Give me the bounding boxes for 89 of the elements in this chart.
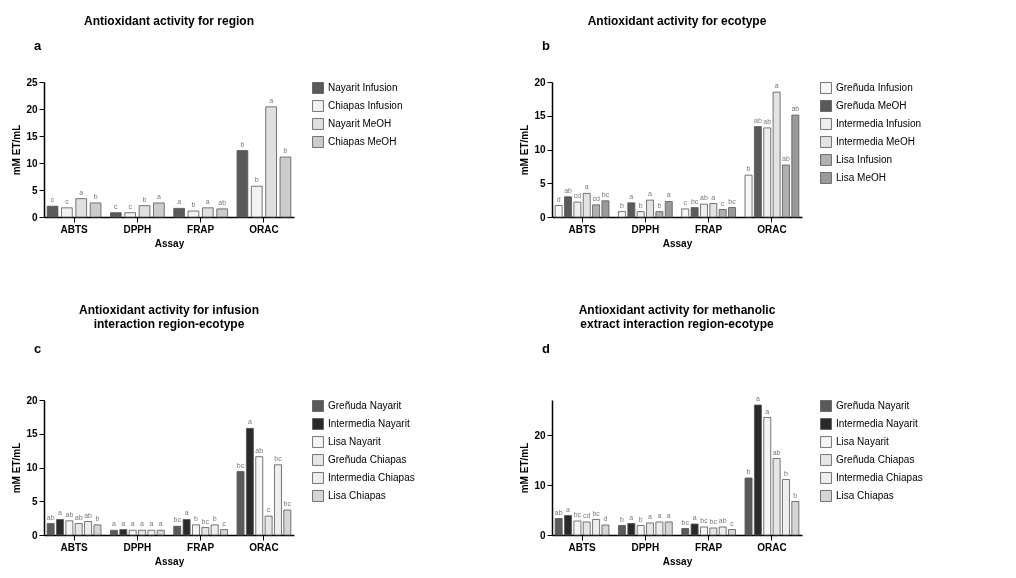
bar [202, 207, 214, 218]
x-tick-label: ABTS [60, 223, 88, 235]
legend-label: Lisa Chiapas [328, 490, 386, 501]
x-tick-label: ABTS [60, 541, 88, 553]
legend-label: Greñuda Chiapas [836, 454, 915, 465]
x-tick-label: ABTS [568, 541, 596, 553]
legend-label: Intermedia Nayarit [328, 418, 410, 429]
y-tick-label: 0 [31, 529, 38, 541]
bar [138, 205, 151, 218]
bar [236, 150, 249, 218]
y-tick-label: 0 [31, 211, 38, 223]
text: d [542, 341, 550, 356]
y-tick-label: 10 [26, 462, 38, 473]
legend-label: Greñuda MeOH [836, 100, 907, 111]
x-tick-label: DPPH [631, 541, 660, 553]
y-tick-label: 20 [26, 103, 38, 115]
legend-label: Intermedia Chiapas [836, 472, 923, 483]
bar [124, 212, 136, 218]
x-tick-label: ORAC [757, 223, 787, 235]
bar [173, 207, 185, 218]
legend-label: Greñuda Infusion [836, 82, 913, 93]
y-tick-label: 15 [534, 110, 546, 122]
y-tick-label: 10 [534, 479, 546, 491]
legend-label: Nayarit Infusion [328, 82, 398, 93]
y-tick-label: 0 [539, 211, 546, 223]
x-tick-label: ORAC [249, 541, 279, 553]
y-axis-title: mM ET/mL [11, 124, 23, 176]
legend-label: Lisa Nayarit [328, 436, 382, 447]
x-tick-label: DPPH [123, 223, 152, 235]
text: c [34, 341, 42, 356]
legend-label: Lisa Chiapas [836, 490, 894, 501]
x-axis-title: Assay [154, 555, 185, 567]
y-tick-label: 10 [534, 144, 546, 155]
bar [61, 207, 73, 218]
y-tick-label: 25 [26, 76, 38, 88]
bar [187, 210, 200, 218]
bar [46, 205, 59, 218]
y-tick-label: 15 [26, 428, 38, 440]
chart-title: Antioxidant activity for region [83, 14, 255, 28]
x-tick-label: FRAP [187, 541, 215, 553]
y-axis-title: mM ET/mL [519, 124, 531, 176]
y-tick-label: 0 [539, 529, 546, 541]
legend-label: Lisa Infusion [836, 154, 893, 165]
bar [110, 212, 122, 218]
bar [153, 202, 165, 218]
x-tick-label: FRAP [695, 223, 723, 235]
bar [89, 202, 102, 218]
legend-label: Intermedia Nayarit [836, 418, 918, 429]
chart-title: Antioxidant activity for methanolic extract interaction region-ecotype [578, 303, 776, 331]
legend-label: Lisa Nayarit [836, 436, 890, 447]
y-tick-label: 15 [26, 130, 38, 142]
y-tick-label: 20 [534, 429, 546, 441]
y-tick-label: 5 [31, 184, 38, 196]
y-axis-title: mM ET/mL [519, 442, 531, 494]
x-tick-label: DPPH [123, 541, 152, 553]
bar [265, 106, 277, 218]
legend-label: Intermedia MeOH [836, 136, 915, 147]
y-tick-label: 20 [534, 76, 546, 88]
text: a [34, 38, 42, 53]
x-axis-title: Assay [662, 237, 693, 249]
legend-label: Intermedia Chiapas [328, 472, 415, 483]
text: b [542, 38, 550, 53]
y-tick-label: 5 [31, 495, 38, 507]
x-tick-label: ABTS [568, 223, 596, 235]
bar [279, 156, 292, 218]
legend-label: Lisa MeOH [836, 172, 887, 183]
x-tick-label: DPPH [631, 223, 660, 235]
legend-label: Greñuda Nayarit [836, 400, 910, 411]
y-tick-label: 5 [539, 177, 546, 189]
bar [250, 185, 263, 218]
x-tick-label: ORAC [757, 541, 787, 553]
bar [75, 198, 88, 218]
legend-label: Greñuda Nayarit [328, 400, 402, 411]
legend-label: Chiapas Infusion [328, 100, 403, 111]
legend-label: Greñuda Chiapas [328, 454, 407, 465]
x-axis-title: Assay [662, 555, 693, 567]
chart-title: Antioxidant activity for ecotype [587, 14, 767, 28]
x-tick-label: ORAC [249, 223, 279, 235]
legend-label: Nayarit MeOH [328, 118, 392, 129]
chart-title: Antioxidant activity for infusion interaction region-ecotype [78, 303, 260, 331]
legend-label: Chiapas MeOH [328, 136, 397, 147]
x-tick-label: FRAP [187, 223, 215, 235]
bar [216, 208, 228, 218]
legend-label: Intermedia Infusion [836, 118, 922, 129]
y-tick-label: 10 [26, 157, 38, 169]
x-tick-label: FRAP [695, 541, 723, 553]
y-tick-label: 20 [26, 394, 38, 406]
x-axis-title: Assay [154, 237, 185, 249]
y-axis-title: mM ET/mL [11, 442, 23, 494]
